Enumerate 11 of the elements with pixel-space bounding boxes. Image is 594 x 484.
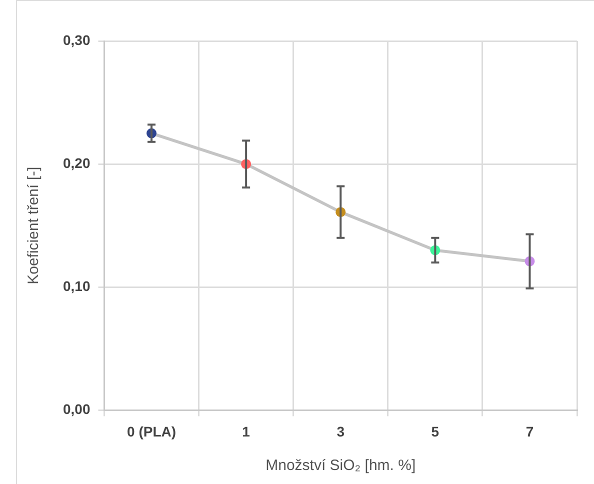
y-axis-title: Koeficient tření [-] <box>25 166 42 284</box>
x-tick-label: 7 <box>526 423 534 440</box>
x-tick-label: 0 (PLA) <box>127 423 176 440</box>
x-tick-label: 1 <box>242 423 250 440</box>
x-tick-label: 3 <box>336 423 345 440</box>
y-tick-label: 0,10 <box>63 278 90 294</box>
x-tick-label: 5 <box>431 423 440 440</box>
x-axis-title: Množství SiO₂ [hm. %] <box>266 457 416 474</box>
y-tick-label: 0,00 <box>63 401 90 418</box>
y-tick-label: 0,20 <box>63 154 90 171</box>
y-tick-label: 0,30 <box>63 32 90 48</box>
